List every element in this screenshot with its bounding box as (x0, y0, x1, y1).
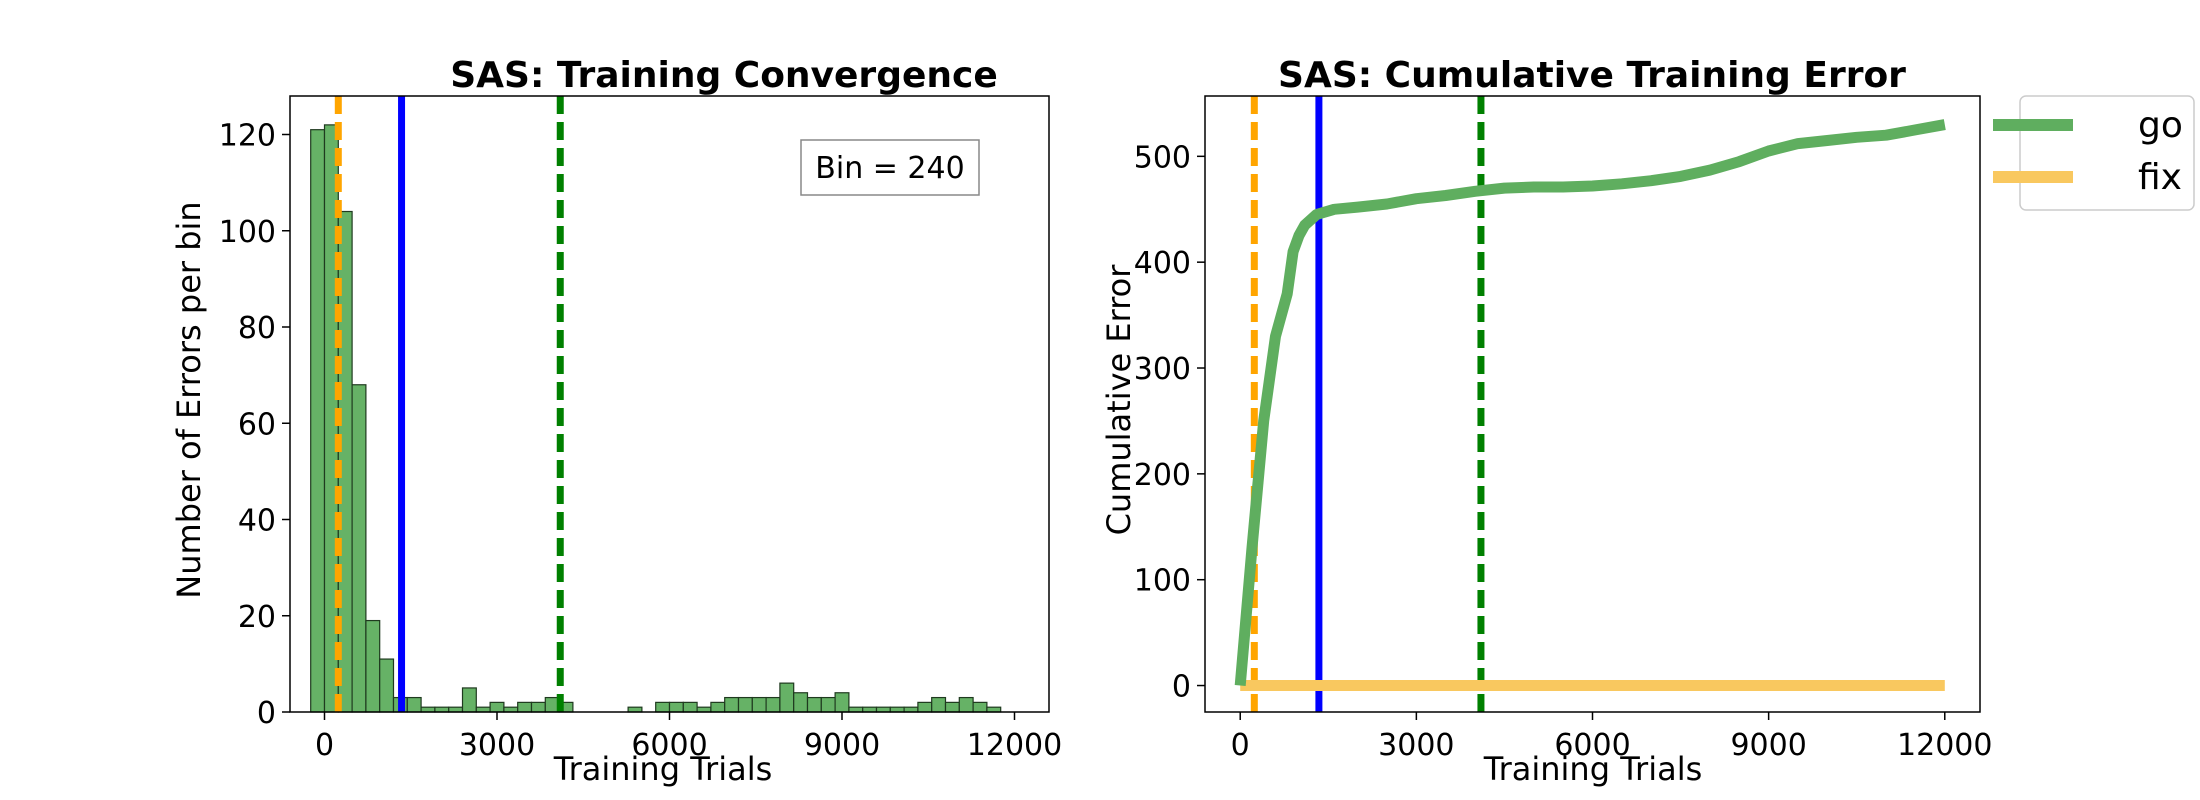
histogram-bar (530, 701, 546, 713)
histogram-xtick-label-3000: 3000 (459, 728, 535, 763)
cumulative-ytick-label-200: 200 (1134, 458, 1191, 493)
cumulative-frame (1204, 95, 1981, 713)
histogram-panel: SAS: Training Convergence Training Trial… (170, 55, 1062, 788)
cumulative-ytick-label-500: 500 (1134, 140, 1191, 175)
histogram-bar (310, 129, 326, 713)
histogram-xtick-label-6000: 6000 (631, 728, 707, 763)
histogram-bar (972, 701, 988, 713)
histogram-markers (334, 96, 564, 712)
cumulative-series (1234, 119, 1946, 691)
bin-annotation: Bin = 240 (800, 139, 980, 196)
histogram-ytick-label-120: 120 (219, 119, 276, 154)
histogram-ytick-label-60: 60 (238, 407, 276, 442)
cumulative-ylabel: Cumulative Error (1100, 264, 1138, 536)
cumulative-xtick-label-6000: 6000 (1554, 728, 1630, 763)
series-line-go (1234, 119, 1946, 686)
histogram-bar (365, 619, 381, 713)
histogram-bar (779, 682, 795, 713)
cumulative-title: SAS: Cumulative Training Error (1278, 55, 1906, 96)
histogram-axes: 0 3000 6000 9000 12000 0 20 40 60 80 100 120 (219, 119, 1062, 764)
cumulative-panel: SAS: Cumulative Training Error Training … (1100, 55, 1992, 788)
histogram-bar (461, 687, 477, 713)
cumulative-xtick-label-9000: 9000 (1730, 728, 1806, 763)
histogram-bar (944, 701, 960, 713)
histogram-xlabel: Training Trials (553, 750, 773, 788)
histogram-bar (834, 692, 850, 713)
histogram-ytick-label-80: 80 (238, 311, 276, 346)
histogram-bar (765, 696, 781, 713)
histogram-ytick-label-100: 100 (219, 215, 276, 250)
legend-go-label: go (2138, 105, 2183, 146)
legend: go fix (1993, 95, 2195, 211)
histogram-bar (793, 692, 809, 713)
histogram-bar (379, 658, 395, 713)
histogram-bar (517, 701, 533, 713)
histogram-bar (489, 701, 505, 713)
histogram-ytick-label-40: 40 (238, 504, 276, 539)
histogram-bar (351, 384, 367, 713)
histogram-bar (406, 696, 422, 713)
histogram-xtick-label-0: 0 (315, 728, 334, 763)
histogram-bar (710, 701, 726, 713)
cumulative-ytick-label-0: 0 (1172, 670, 1191, 705)
cumulative-xtick-label-3000: 3000 (1378, 728, 1454, 763)
histogram-bar (751, 696, 767, 713)
cumulative-xtick-label-12000: 12000 (1897, 728, 1992, 763)
cumulative-axes: 0 3000 6000 9000 12000 0 100 200 300 400 500 (1134, 140, 1993, 763)
histogram-bar (806, 696, 822, 713)
cumulative-xlabel: Training Trials (1483, 750, 1703, 788)
histogram-frame (289, 95, 1050, 713)
histogram-bar (737, 696, 753, 713)
histogram-bar (958, 696, 974, 713)
histogram-bar (724, 696, 740, 713)
histogram-title: SAS: Training Convergence (450, 55, 998, 96)
histogram-bar (931, 696, 947, 713)
histogram-bar (682, 701, 698, 713)
cumulative-ytick-label-100: 100 (1134, 564, 1191, 599)
histogram-bar (655, 701, 671, 713)
histogram-ylabel: Number of Errors per bin (170, 201, 208, 598)
cumulative-ytick-label-300: 300 (1134, 352, 1191, 387)
cumulative-markers (1250, 96, 1485, 712)
histogram-bar (668, 701, 684, 713)
cumulative-ytick-label-400: 400 (1134, 246, 1191, 281)
bin-annotation-label: Bin = 240 (815, 151, 964, 186)
histogram-xtick-label-12000: 12000 (967, 728, 1062, 763)
histogram-bar (917, 701, 933, 713)
bin-annotation-box (800, 139, 980, 196)
histogram-ytick-label-20: 20 (238, 600, 276, 635)
histogram-bars (310, 124, 1002, 713)
histogram-bar (820, 696, 836, 713)
histogram-xtick-label-9000: 9000 (804, 728, 880, 763)
cumulative-xtick-label-0: 0 (1231, 728, 1250, 763)
legend-fix-label: fix (2138, 157, 2182, 198)
histogram-ytick-label-0: 0 (257, 696, 276, 731)
